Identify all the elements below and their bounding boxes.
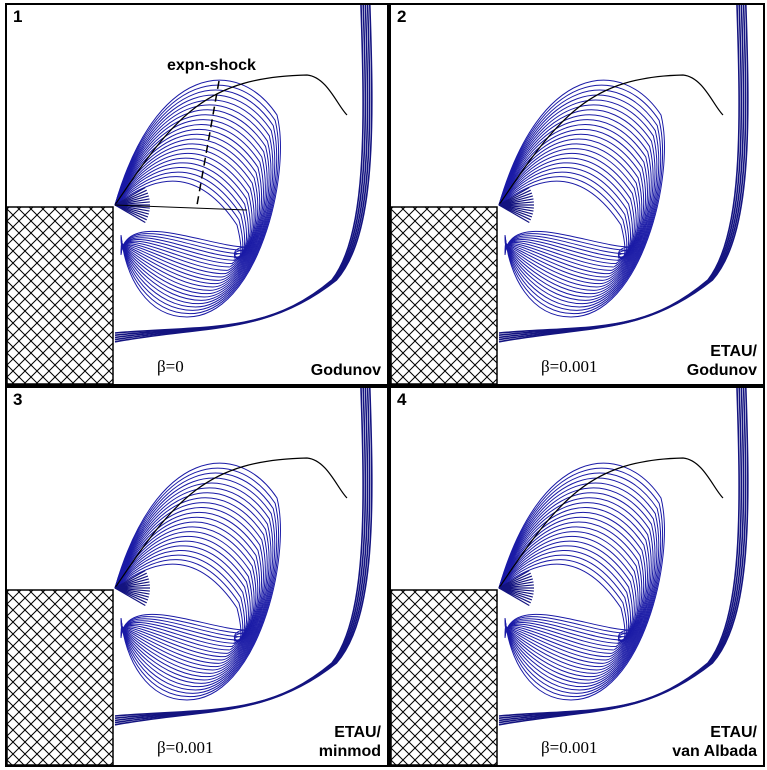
contour-lines [114,79,281,318]
expn-shock-label: expn-shock [167,57,256,74]
contour-lines [498,79,665,318]
panel-number: 1 [13,7,23,26]
panel-1: 1 expn-shock β=0 Godunov [5,3,389,386]
panel-2: 2 β=0.001 ETAU/ Godunov [389,3,765,386]
beta-label: β=0.001 [157,738,214,757]
step-block [391,589,498,765]
method-label: ETAU/ minmod [319,723,381,761]
beta-label: β=0 [157,357,184,376]
method-label: ETAU/ van Albada [672,723,757,761]
step-block [7,206,114,384]
panel-4: 4 β=0.001 ETAU/ van Albada [389,386,765,767]
method-line-1: ETAU/ [710,343,757,360]
contour-plot [391,5,749,384]
contour-plot [7,5,373,384]
method-line-2: van Albada [672,743,757,760]
beta-label: β=0.001 [541,357,598,376]
method-line-2: minmod [318,743,381,760]
outer-contour [498,457,724,589]
panel-number: 3 [13,390,23,409]
outer-contour [498,74,724,206]
expn-shock-leader [196,80,220,206]
outer-contour [114,457,348,589]
method-line-1: ETAU/ [710,724,757,741]
contour-lines [114,462,281,701]
bow-shock [498,388,749,726]
contour-lines [498,462,665,701]
method-line-2: Godunov [686,362,757,379]
panel-number: 4 [397,390,407,409]
bow-shock [498,5,749,343]
method-label: ETAU/ Godunov [687,342,757,380]
bow-shock [114,5,373,343]
step-block [7,589,114,765]
contour-plot [7,388,373,765]
bow-shock [114,388,373,726]
method-label: Godunov [311,361,381,380]
expansion-fan [498,569,534,607]
contour-plot [391,388,749,765]
expansion-fan [498,186,534,224]
expansion-fan [114,569,150,607]
outer-contour [114,74,348,206]
method-line-1: ETAU/ [334,724,381,741]
panel-number: 2 [397,7,407,26]
beta-label: β=0.001 [541,738,598,757]
step-block [391,206,498,384]
panel-3: 3 β=0.001 ETAU/ minmod [5,386,389,767]
method-line-2: Godunov [310,362,381,379]
